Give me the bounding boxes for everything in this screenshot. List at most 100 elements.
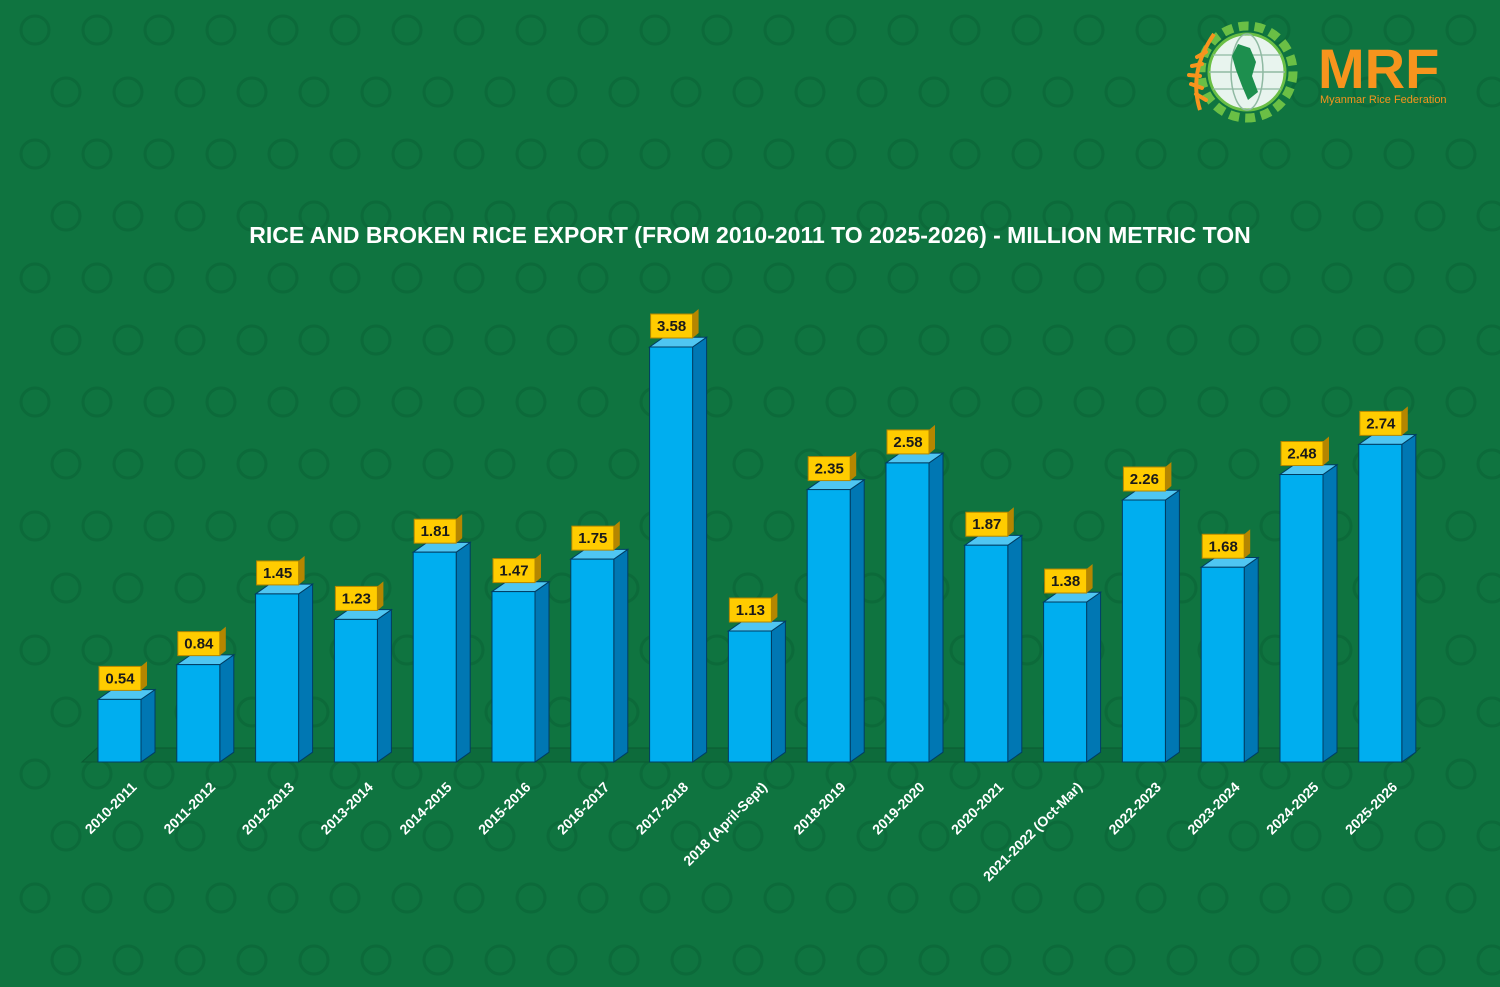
pattern-motif — [639, 262, 671, 294]
pattern-motif — [1042, 820, 1074, 852]
pattern-motif — [515, 14, 547, 46]
pattern-motif — [81, 386, 113, 418]
pattern-motif — [236, 200, 268, 232]
pattern-motif — [918, 944, 950, 976]
data-label-box — [965, 511, 1009, 537]
pattern-motif — [1073, 386, 1105, 418]
data-labels-group: 0.54 0.84 1.45 1.23 1.81 1.47 1.75 3.58 1.13 2.35… — [98, 309, 1408, 691]
pattern-motif — [81, 758, 113, 790]
pattern-motif — [19, 634, 51, 666]
pattern-motif — [236, 76, 268, 108]
data-label-text: 1.45 — [263, 565, 292, 582]
pattern-motif — [701, 138, 733, 170]
pattern-motif — [1166, 324, 1198, 356]
bar-side — [534, 580, 550, 763]
bars-group — [96, 336, 1418, 763]
bar — [254, 583, 315, 763]
data-label-shadow — [850, 451, 857, 481]
pattern-motif — [1197, 882, 1229, 914]
pattern-motif — [112, 820, 144, 852]
data-label: 1.38 — [1044, 564, 1093, 594]
pattern-motif — [1352, 944, 1384, 976]
pattern-motif — [577, 262, 609, 294]
pattern-motif — [1166, 820, 1198, 852]
pattern-motif — [422, 448, 454, 480]
pattern-motif — [608, 76, 640, 108]
bar-front — [964, 544, 1009, 763]
pattern-motif — [1476, 324, 1500, 356]
data-label: 2.74 — [1359, 406, 1408, 436]
data-label-shadow — [929, 424, 935, 454]
data-label-shadow — [1165, 462, 1172, 492]
pattern-motif — [918, 76, 950, 108]
pattern-motif — [577, 138, 609, 170]
pattern-motif — [763, 262, 795, 294]
pattern-motif — [81, 510, 113, 542]
data-label: 1.68 — [1201, 529, 1251, 559]
pattern-motif — [422, 200, 454, 232]
pattern-motif — [1042, 448, 1074, 480]
data-label-box — [413, 518, 457, 544]
bar — [569, 548, 630, 763]
pattern-motif — [887, 138, 919, 170]
bar-front — [1279, 474, 1324, 763]
data-label-shadow — [141, 661, 147, 691]
pattern-motif — [174, 820, 206, 852]
pattern-motif — [577, 386, 609, 418]
pattern-motif — [19, 138, 51, 170]
pattern-motif — [1321, 386, 1353, 418]
pattern-motif — [1476, 448, 1500, 480]
pattern-motif — [1476, 820, 1500, 852]
pattern-motif — [453, 14, 485, 46]
data-label-shadow — [535, 553, 541, 583]
pattern-motif — [1321, 758, 1353, 790]
bar — [884, 452, 945, 763]
pattern-motif — [1011, 386, 1043, 418]
bar-front — [491, 591, 536, 763]
data-label-text: 2.58 — [893, 434, 922, 451]
pattern-motif — [143, 138, 175, 170]
pattern-motif — [515, 138, 547, 170]
data-label: 2.26 — [1122, 462, 1172, 492]
globe-gear-rice-icon — [1187, 21, 1298, 123]
pattern-motif — [794, 820, 826, 852]
pattern-motif — [577, 14, 609, 46]
pattern-motif — [81, 262, 113, 294]
bar-side — [140, 688, 156, 763]
x-tick-label: 2012-2013 — [239, 779, 298, 838]
pattern-motif — [205, 882, 237, 914]
pattern-motif — [236, 944, 268, 976]
bar — [175, 653, 236, 763]
pattern-motif — [1259, 758, 1291, 790]
pattern-motif — [1414, 324, 1446, 356]
pattern-motif — [825, 14, 857, 46]
pattern-motif — [484, 944, 516, 976]
pattern-motif — [1166, 200, 1198, 232]
bar-side — [849, 478, 865, 763]
pattern-motif — [1414, 572, 1446, 604]
data-label-shadow — [219, 626, 226, 656]
pattern-motif — [1414, 448, 1446, 480]
pattern-motif — [391, 138, 423, 170]
data-label-text: 1.87 — [972, 516, 1001, 533]
data-label-box — [1201, 533, 1245, 559]
bar-front — [176, 664, 221, 763]
pattern-motif — [267, 882, 299, 914]
data-label-shadow — [298, 555, 305, 585]
data-label-text: 1.47 — [499, 563, 528, 580]
pattern-motif — [298, 76, 330, 108]
pattern-motif — [81, 138, 113, 170]
pattern-motif — [81, 634, 113, 666]
data-label-box — [1280, 441, 1324, 467]
pattern-motif — [887, 882, 919, 914]
pattern-motif — [1073, 510, 1105, 542]
pattern-motif — [1104, 448, 1136, 480]
data-label: 2.48 — [1280, 436, 1329, 467]
bar-side — [1401, 433, 1417, 763]
pattern-motif — [267, 138, 299, 170]
pattern-motif — [1290, 324, 1322, 356]
data-label: 2.35 — [807, 451, 857, 482]
pattern-motif — [980, 944, 1012, 976]
pattern-motif — [329, 262, 361, 294]
pattern-motif — [19, 262, 51, 294]
